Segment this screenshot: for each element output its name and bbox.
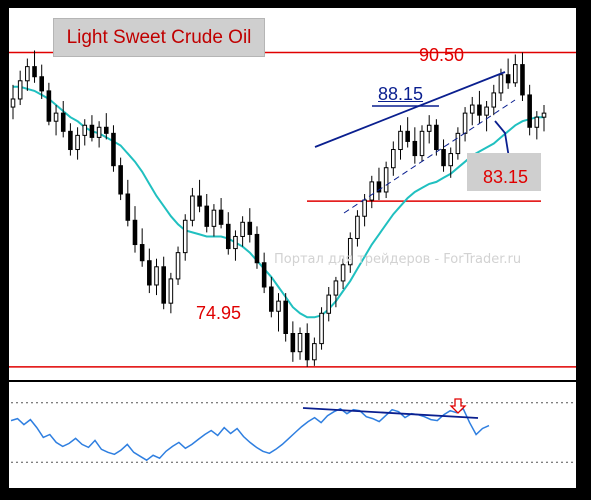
candle-body <box>132 219 138 246</box>
candle-body <box>419 130 425 157</box>
candle-body <box>469 104 475 114</box>
candle-body <box>362 199 367 217</box>
candle-body <box>182 219 188 254</box>
candle-body <box>25 66 30 82</box>
candle-body <box>75 134 80 151</box>
candle-body <box>297 333 303 353</box>
candle-body <box>412 140 418 157</box>
candle-body <box>60 112 66 132</box>
candle-body <box>118 165 123 195</box>
candle-body <box>17 80 23 100</box>
candle-body <box>82 124 88 136</box>
candle-body <box>39 76 44 92</box>
candle-body <box>139 244 145 262</box>
candle-body <box>190 195 195 221</box>
candle-body <box>319 312 324 345</box>
candle-body <box>103 126 109 134</box>
candle-body <box>455 132 461 155</box>
moving-average-line <box>13 85 544 319</box>
candle-body <box>276 300 281 312</box>
candle-body <box>491 92 497 108</box>
channel-label: 88.15 <box>378 84 424 104</box>
divergence-down-arrow <box>449 398 467 414</box>
candle-body <box>498 74 504 94</box>
candle-body <box>197 195 202 207</box>
candle-body <box>247 221 253 235</box>
candle-body <box>240 221 245 237</box>
candle-body <box>405 130 410 142</box>
candle-body <box>304 333 310 361</box>
candle-body <box>154 266 159 286</box>
candle-body <box>32 66 37 78</box>
candle-body <box>175 252 181 280</box>
candle-body <box>161 266 166 304</box>
target-label-box <box>467 153 541 191</box>
chart-panel: Light Sweet Crude Oil Портал для трейдер… <box>9 8 576 488</box>
resistance-label: 90.50 <box>419 45 465 65</box>
candle-body <box>434 124 439 151</box>
candle-body <box>355 215 360 239</box>
candle-body <box>283 300 288 334</box>
candle-body <box>89 124 95 138</box>
candle-body <box>441 149 446 167</box>
candle-body <box>376 181 382 193</box>
candle-body <box>333 280 339 296</box>
channel-lower-trendline <box>343 99 516 214</box>
candle-body <box>233 235 238 250</box>
candle-body <box>448 153 454 167</box>
candle-body <box>426 124 432 132</box>
oscillator-divergence-line <box>302 407 479 419</box>
candle-body <box>391 149 396 169</box>
low-label: 74.95 <box>196 303 242 323</box>
forecast-arrow-line <box>494 120 510 159</box>
candle-body <box>505 74 511 84</box>
candle-body <box>225 223 231 250</box>
candle-body <box>204 205 210 227</box>
candle-body <box>347 237 353 266</box>
candle-body <box>218 209 224 225</box>
price-chart <box>9 50 576 463</box>
candle-body <box>369 181 375 201</box>
candle-body <box>68 130 73 151</box>
candle-body <box>168 278 174 304</box>
candle-body <box>484 106 489 116</box>
candle-body <box>340 264 346 282</box>
chart-title: Light Sweet Crude Oil <box>66 26 252 48</box>
chart-title-box: Light Sweet Crude Oil <box>53 18 265 57</box>
target-label: 83.15 <box>483 167 529 187</box>
candle-body <box>46 90 52 122</box>
candle-body <box>96 126 102 138</box>
candle-body <box>312 343 317 361</box>
candle-body <box>290 333 296 353</box>
candle-body <box>534 116 540 128</box>
candle-body <box>125 193 131 221</box>
oscillator-line <box>10 407 490 462</box>
candle-body <box>520 64 525 96</box>
candle-body <box>527 94 532 128</box>
candle-body <box>147 260 152 286</box>
candle-body <box>53 112 59 122</box>
candle-body <box>261 262 267 288</box>
candle-body <box>254 233 260 264</box>
candle-body <box>398 130 403 151</box>
candle-body <box>269 286 274 312</box>
watermark: Портал для трейдеров - ForTrader.ru <box>274 252 522 267</box>
candle-body <box>462 112 468 134</box>
candle-body <box>541 112 547 118</box>
candle-body <box>326 294 332 314</box>
candle-body <box>10 98 16 108</box>
channel-upper-trendline <box>314 71 506 148</box>
candle-body <box>383 167 389 193</box>
candle-body <box>211 209 217 227</box>
candle-body <box>477 104 482 116</box>
candle-body <box>513 64 518 84</box>
candle-body <box>111 132 116 167</box>
